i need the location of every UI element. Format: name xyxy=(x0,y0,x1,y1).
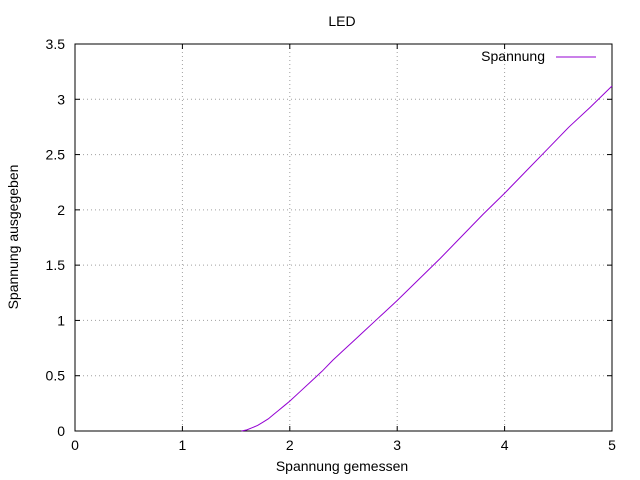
legend: Spannung xyxy=(481,48,596,64)
x-tick-label: 5 xyxy=(608,437,616,453)
grid xyxy=(75,44,612,431)
x-tick-labels: 0 1 2 3 4 5 xyxy=(71,437,616,453)
y-tick-label: 2.5 xyxy=(46,147,66,163)
y-tick-label: 0.5 xyxy=(46,368,66,384)
y-tick-label: 2 xyxy=(57,202,65,218)
y-tick-labels: 0 0.5 1 1.5 2 2.5 3 3.5 xyxy=(46,36,66,439)
legend-label-spannung: Spannung xyxy=(481,48,545,64)
x-tick-label: 0 xyxy=(71,437,79,453)
x-tick-label: 4 xyxy=(501,437,509,453)
y-tick-label: 0 xyxy=(57,423,65,439)
y-tick-label: 1.5 xyxy=(46,257,66,273)
series-layer xyxy=(241,85,613,432)
series-line-spannung xyxy=(241,85,613,432)
x-tick-label: 1 xyxy=(179,437,187,453)
x-axis-label: Spannung gemessen xyxy=(276,458,408,474)
y-tick-label: 3.5 xyxy=(46,36,66,52)
plot-frame xyxy=(74,43,613,432)
y-axis-label: Spannung ausgegeben xyxy=(5,165,21,310)
x-tick-label: 2 xyxy=(286,437,294,453)
y-tick-label: 3 xyxy=(57,91,65,107)
y-tick-label: 1 xyxy=(57,312,65,328)
chart-title: LED xyxy=(328,13,355,29)
axis-ticks xyxy=(74,43,613,432)
x-tick-label: 3 xyxy=(393,437,401,453)
